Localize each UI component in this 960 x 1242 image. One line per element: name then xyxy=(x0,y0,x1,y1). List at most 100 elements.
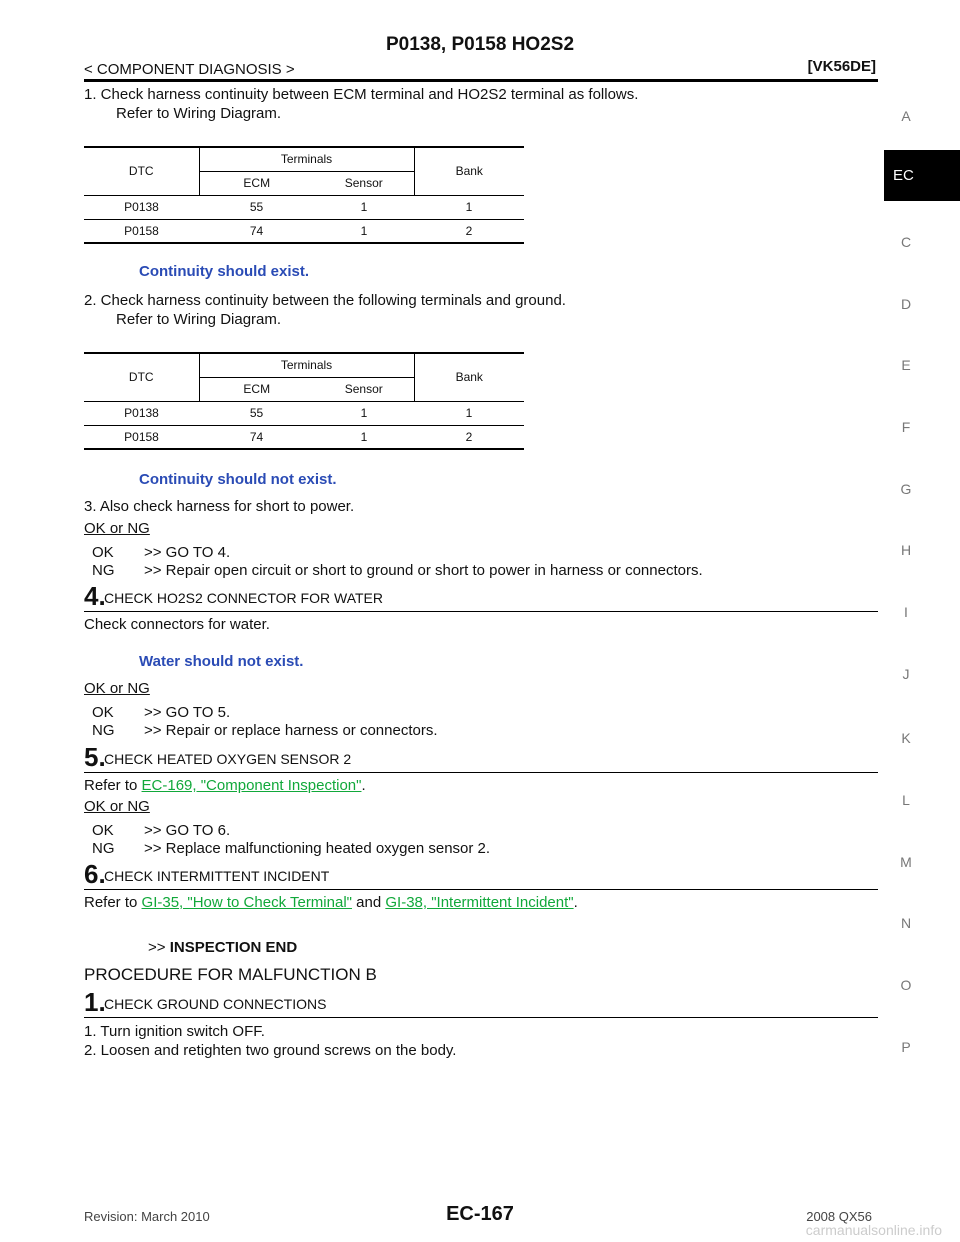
ng-code: NG xyxy=(92,562,115,579)
cell-dtc: P0158 xyxy=(84,218,199,244)
ok-text: >> GO TO 4. xyxy=(144,544,231,561)
cell-ecm: 74 xyxy=(199,218,314,244)
side-index-k[interactable]: K xyxy=(901,730,911,746)
table-header-terminals: Terminals xyxy=(199,146,414,171)
cell-sensor: 1 xyxy=(314,194,414,219)
spec-continuity-not-exist: Continuity should not exist. xyxy=(139,471,337,488)
link-gi-38[interactable]: GI-38, "Intermittent Incident" xyxy=(385,894,574,911)
side-index-e[interactable]: E xyxy=(901,357,911,373)
end-text: INSPECTION END xyxy=(169,939,298,956)
side-index-l[interactable]: L xyxy=(902,792,910,808)
cell-bank: 1 xyxy=(414,194,524,219)
result-ng: NG >> Replace malfunctioning heated oxyge… xyxy=(92,839,490,858)
section-label: < COMPONENT DIAGNOSIS > xyxy=(84,61,295,78)
cell-ecm: 74 xyxy=(199,424,314,450)
model-label: 2008 QX56 xyxy=(806,1209,872,1224)
table-row: P0138 55 1 1 xyxy=(84,194,524,219)
side-index-h[interactable]: H xyxy=(900,542,912,558)
cell-ecm: 55 xyxy=(199,194,314,219)
table-header-bank: Bank xyxy=(413,352,524,401)
watermark: carmanualsonline.info xyxy=(805,1222,942,1238)
refer-prefix: Refer to xyxy=(84,894,142,911)
check2-line2: Refer to Wiring Diagram. xyxy=(116,311,282,328)
terminals-table-2: DTC Terminals Bank ECM Sensor P0138 55 1… xyxy=(84,352,524,450)
ok-code: OK xyxy=(92,544,114,561)
table-header-ecm: ECM xyxy=(199,170,314,195)
refer-suffix: . xyxy=(361,777,366,794)
terminals-table-1: DTC Terminals Bank ECM Sensor P0138 55 1… xyxy=(84,146,524,244)
step-number: 5. xyxy=(84,742,106,772)
side-index-j[interactable]: J xyxy=(902,666,910,682)
result-ok: OK >> GO TO 5. xyxy=(92,703,230,722)
ok-or-ng-label: OK or NG xyxy=(84,680,150,697)
header-rule xyxy=(84,79,878,82)
engine-code: [VK56DE] xyxy=(807,58,876,75)
step-number: 4. xyxy=(84,581,106,611)
side-index-a[interactable]: A xyxy=(901,108,911,124)
ng-code: NG xyxy=(92,840,115,857)
check1-line2: Refer to Wiring Diagram. xyxy=(116,105,282,122)
ng-text: >> Repair open circuit or short to groun… xyxy=(144,562,703,579)
refer-suffix: . xyxy=(573,894,578,911)
step-number: 6. xyxy=(84,859,106,889)
step-label: CHECK GROUND CONNECTIONS xyxy=(104,996,327,1012)
refer-prefix: Refer to xyxy=(84,777,142,794)
side-index-d[interactable]: D xyxy=(900,296,912,312)
result-ng: NG >> Repair open circuit or short to gro… xyxy=(92,561,703,580)
side-index-f[interactable]: F xyxy=(901,419,911,435)
table-header-bank: Bank xyxy=(413,146,524,195)
table-header-sensor: Sensor xyxy=(314,170,414,195)
side-index-o[interactable]: O xyxy=(900,977,912,993)
inspection-end: >> INSPECTION END xyxy=(148,938,297,957)
cell-sensor: 1 xyxy=(314,400,414,425)
cell-dtc: P0138 xyxy=(84,400,199,425)
ng-text: >> Replace malfunctioning heated oxygen … xyxy=(144,840,491,857)
step-4-heading: 4. CHECK HO2S2 CONNECTOR FOR WATER xyxy=(84,581,878,612)
link-ec-169[interactable]: EC-169, "Component Inspection" xyxy=(141,777,362,794)
cell-dtc: P0138 xyxy=(84,194,199,219)
table-header-dtc: DTC xyxy=(84,146,200,195)
page-title: P0138, P0158 HO2S2 xyxy=(385,34,575,55)
result-ok: OK >> GO TO 6. xyxy=(92,821,230,840)
step-label: CHECK HEATED OXYGEN SENSOR 2 xyxy=(104,751,352,767)
ok-code: OK xyxy=(92,822,114,839)
ok-code: OK xyxy=(92,704,114,721)
side-index-g[interactable]: G xyxy=(900,481,912,497)
cell-sensor: 1 xyxy=(314,424,414,450)
side-index-m[interactable]: M xyxy=(900,854,912,870)
spec-continuity-exist: Continuity should exist. xyxy=(139,263,310,280)
table-row: P0138 55 1 1 xyxy=(84,400,524,425)
result-ng: NG >> Repair or replace harness or connec… xyxy=(92,721,438,740)
procedure-b-heading: PROCEDURE FOR MALFUNCTION B xyxy=(84,965,377,984)
table-header-ecm: ECM xyxy=(199,376,314,401)
step6-refer: Refer to GI-35, "How to Check Terminal" … xyxy=(84,893,578,912)
ok-or-ng-label: OK or NG xyxy=(84,520,150,537)
step4-text: Check connectors for water. xyxy=(84,616,270,633)
ok-or-ng-label: OK or NG xyxy=(84,798,150,815)
side-index-n[interactable]: N xyxy=(900,915,912,931)
cell-sensor: 1 xyxy=(314,218,414,244)
check3-line: 3. Also check harness for short to power… xyxy=(84,498,355,515)
step-5-heading: 5. CHECK HEATED OXYGEN SENSOR 2 xyxy=(84,742,878,773)
step-number: 1. xyxy=(84,987,106,1017)
refer-and: and xyxy=(351,894,386,911)
cell-ecm: 55 xyxy=(199,400,314,425)
side-index-ec-active[interactable]: EC xyxy=(884,150,960,201)
side-index-c[interactable]: C xyxy=(900,234,912,250)
check2-line1: 2. Check harness continuity between the … xyxy=(84,292,566,309)
ok-text: >> GO TO 5. xyxy=(144,704,231,721)
table-header-dtc: DTC xyxy=(84,352,200,401)
table-row: P0158 74 1 2 xyxy=(84,424,524,450)
step-label: CHECK HO2S2 CONNECTOR FOR WATER xyxy=(104,590,383,606)
cell-bank: 2 xyxy=(414,424,524,450)
result-ok: OK >> GO TO 4. xyxy=(92,543,230,562)
side-index-i[interactable]: I xyxy=(904,604,908,620)
side-index-p[interactable]: P xyxy=(901,1039,911,1055)
step5-refer: Refer to EC-169, "Component Inspection". xyxy=(84,776,366,795)
revision-label: Revision: March 2010 xyxy=(84,1209,210,1224)
cell-bank: 1 xyxy=(414,400,524,425)
step-b1-heading: 1. CHECK GROUND CONNECTIONS xyxy=(84,987,878,1018)
table-header-sensor: Sensor xyxy=(314,376,414,401)
link-gi-35[interactable]: GI-35, "How to Check Terminal" xyxy=(141,894,352,911)
page-number: EC-167 xyxy=(446,1203,514,1225)
